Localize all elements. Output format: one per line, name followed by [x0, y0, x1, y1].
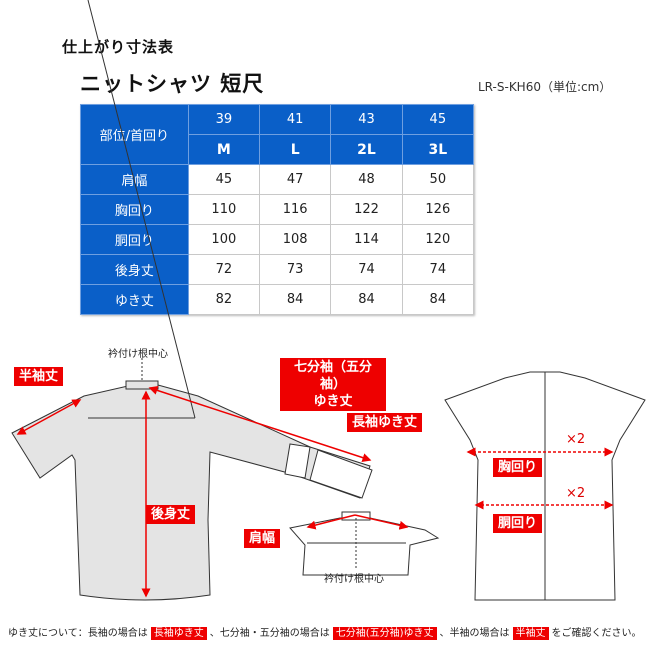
cell: 108 [258, 224, 332, 255]
neck-43: 43 [330, 104, 403, 135]
neck-41: 41 [258, 104, 332, 135]
collar-center-label: 衿付け根中心 [108, 349, 168, 360]
long-sleeve-label: 長袖ゆき丈 [347, 413, 423, 432]
cell: 73 [258, 254, 332, 285]
cell: 72 [187, 254, 261, 285]
table-row: 胸回り 110 116 122 126 [80, 194, 475, 225]
sleeve-length-note: ゆき丈について：長袖の場合は 長袖ゆき丈 、七分袖・五分袖の場合は 七分袖(五分袖)ゆ… [8, 624, 642, 640]
note-text: 、七分袖・五分袖の場合は [209, 628, 330, 639]
back-length-label: 後身丈 [146, 505, 196, 524]
size-table: 部位/首回り 39 41 43 45 M L 2L 3L 肩幅45474850 … [80, 104, 475, 315]
product-title: ニットシャツ 短尺 [80, 72, 265, 96]
cell: 45 [187, 164, 261, 195]
cell: 114 [330, 224, 403, 255]
product-code-unit: LR-S-KH60（単位:cm） [478, 80, 612, 94]
table-row: ゆき丈 82 84 84 84 [80, 284, 475, 315]
front-shirt-drawing [444, 371, 646, 601]
table-row: 後身丈 72 73 74 74 [80, 254, 475, 285]
collar-center-label-2: 衿付け根中心 [324, 574, 384, 585]
note-text: 、半袖の場合は [439, 628, 510, 639]
cell: 84 [330, 284, 403, 315]
cell: 84 [401, 284, 475, 315]
label-line1: 七分袖（五分袖） [293, 360, 372, 392]
back-yoke-drawing [289, 511, 440, 576]
row-label: 後身丈 [80, 254, 189, 285]
page-title: 仕上がり寸法表 [62, 38, 175, 56]
size-row: M L 2L 3L [81, 134, 475, 165]
chest-times2: ×2 [566, 432, 586, 447]
shoulder-label: 肩幅 [244, 529, 281, 548]
note-text: をご確認ください。 [551, 628, 642, 639]
label-line2: ゆき丈 [313, 394, 353, 409]
chest-label: 胸回り [493, 458, 543, 477]
row-label: 胴回り [80, 224, 189, 255]
cell: 74 [401, 254, 475, 285]
note-tag-half: 半袖丈 [512, 627, 549, 640]
three-quarter-sleeve-label: 七分袖（五分袖） ゆき丈 [280, 358, 386, 411]
cell: 47 [258, 164, 332, 195]
cell: 82 [187, 284, 261, 315]
size-2l: 2L [330, 134, 403, 165]
cell: 50 [401, 164, 475, 195]
note-tag-long: 長袖ゆき丈 [150, 627, 207, 640]
neck-row: 部位/首回り 39 41 43 45 [80, 104, 475, 165]
neck-45: 45 [401, 104, 475, 135]
cell: 74 [330, 254, 403, 285]
row-label: ゆき丈 [80, 284, 189, 315]
size-3l: 3L [401, 134, 475, 165]
waist-times2: ×2 [566, 486, 586, 501]
waist-label: 胴回り [493, 514, 543, 533]
row-label: 胸回り [80, 194, 189, 225]
neck-39: 39 [187, 104, 261, 135]
table-row: 胴回り 100 108 114 120 [80, 224, 475, 255]
note-tag-three-quarter: 七分袖(五分袖)ゆき丈 [332, 627, 437, 640]
half-sleeve-label: 半袖丈 [14, 367, 64, 386]
cell: 120 [401, 224, 475, 255]
size-m: M [187, 134, 261, 165]
cell: 110 [187, 194, 261, 225]
cell: 48 [330, 164, 403, 195]
cell: 84 [258, 284, 332, 315]
cell: 126 [401, 194, 475, 225]
note-text: ゆき丈について：長袖の場合は [8, 628, 148, 639]
